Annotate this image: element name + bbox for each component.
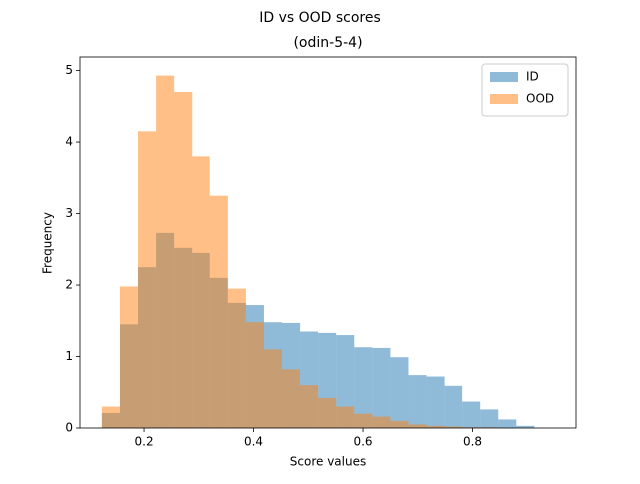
histogram-bar	[372, 347, 391, 428]
histogram-bar	[138, 131, 157, 429]
histogram-bar	[318, 397, 337, 428]
x-tick-label: 0.4	[244, 435, 263, 449]
histogram-bar	[444, 426, 463, 428]
histogram-bar	[462, 401, 481, 428]
histogram-bar	[444, 385, 463, 428]
histogram-bar	[408, 424, 427, 428]
histogram-bar	[282, 369, 301, 428]
histogram-bar	[263, 349, 283, 428]
histogram-bar	[156, 75, 175, 428]
histogram-bar	[408, 375, 427, 428]
chart-subtitle: (odin-5-4)	[293, 35, 362, 51]
y-tick-label: 5	[65, 63, 73, 77]
histogram-bar	[245, 322, 264, 428]
y-axis-label: Frequency	[41, 212, 55, 274]
x-tick-label: 0.6	[353, 435, 372, 449]
histogram-bar	[426, 376, 445, 428]
x-tick-label: 0.2	[135, 435, 154, 449]
histogram-bar	[390, 420, 409, 428]
y-tick-label: 2	[65, 278, 73, 292]
histogram-bar	[390, 357, 409, 428]
histogram-bar	[498, 419, 517, 428]
chart-title: ID vs OOD scores	[259, 10, 381, 26]
histogram-bar	[192, 156, 210, 428]
histogram-bar	[426, 425, 445, 428]
histogram-bar	[300, 385, 319, 428]
legend-label: ID	[526, 70, 539, 84]
legend-swatch	[490, 94, 518, 104]
histogram-bar	[354, 347, 373, 428]
x-axis-label: Score values	[290, 455, 366, 469]
x-tick-label: 0.8	[463, 435, 482, 449]
y-tick-label: 4	[65, 135, 73, 149]
plot-frame	[79, 56, 577, 429]
histogram-bar	[336, 406, 355, 428]
histogram-bar	[174, 92, 193, 428]
histogram-bar	[101, 406, 120, 428]
histogram-bar	[372, 416, 391, 428]
histogram-bar	[336, 335, 355, 428]
legend-swatch	[490, 72, 518, 82]
histogram-bar	[480, 409, 499, 428]
y-tick-label: 3	[65, 206, 73, 220]
histogram-bar	[227, 288, 246, 428]
histogram-bar	[209, 195, 228, 428]
histogram-bar	[354, 413, 373, 428]
y-tick-label: 1	[65, 349, 73, 363]
y-tick-label: 0	[65, 421, 73, 435]
histogram-bar	[516, 425, 535, 428]
legend-box	[481, 63, 569, 117]
histogram-bar	[119, 286, 139, 428]
legend-label: OOD	[526, 92, 554, 106]
